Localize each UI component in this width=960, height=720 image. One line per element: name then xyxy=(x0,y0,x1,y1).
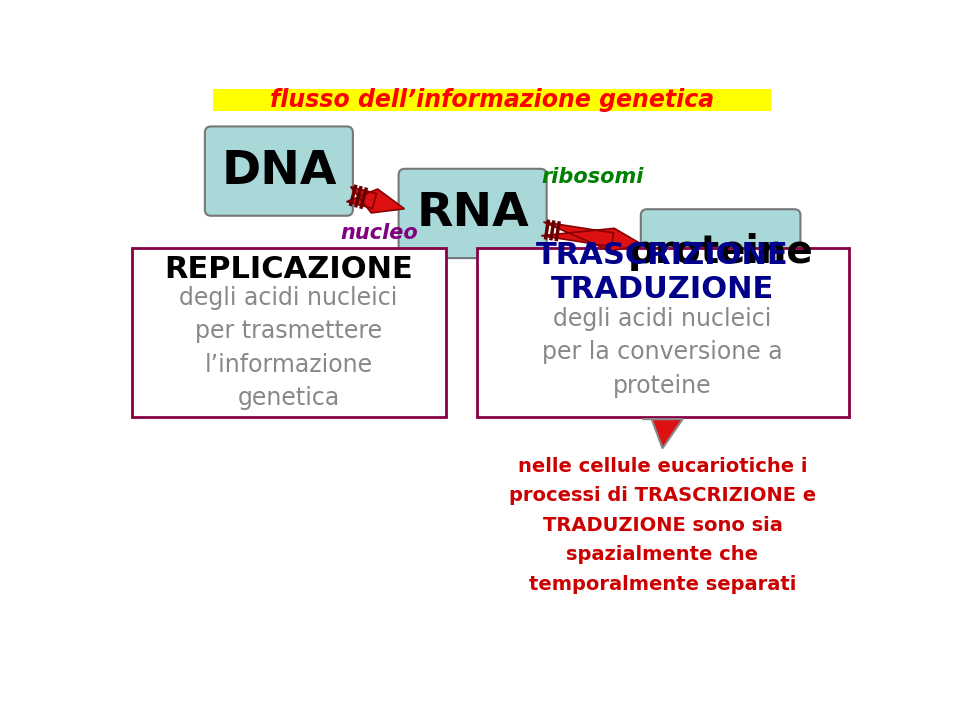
Polygon shape xyxy=(347,186,404,213)
FancyBboxPatch shape xyxy=(204,127,353,216)
FancyBboxPatch shape xyxy=(476,248,849,418)
Text: TRASCRIZIONE
TRADUZIONE: TRASCRIZIONE TRADUZIONE xyxy=(537,241,789,304)
FancyBboxPatch shape xyxy=(213,89,771,111)
Text: proteine: proteine xyxy=(628,233,813,271)
Text: nucleo: nucleo xyxy=(341,222,419,243)
Text: degli acidi nucleici
per la conversione a
proteine: degli acidi nucleici per la conversione … xyxy=(542,307,782,397)
Text: ribosomi: ribosomi xyxy=(541,167,644,187)
Text: degli acidi nucleici
per trasmettere
l’informazione
genetica: degli acidi nucleici per trasmettere l’i… xyxy=(180,286,397,410)
Text: DNA: DNA xyxy=(221,148,337,194)
Polygon shape xyxy=(642,419,683,449)
Text: RNA: RNA xyxy=(417,191,529,236)
Polygon shape xyxy=(541,222,641,251)
Text: REPLICAZIONE: REPLICAZIONE xyxy=(164,255,413,284)
Text: nelle cellule eucariotiche i
processi di TRASCRIZIONE e
TRADUZIONE sono sia
spaz: nelle cellule eucariotiche i processi di… xyxy=(509,456,816,594)
FancyBboxPatch shape xyxy=(132,248,445,418)
FancyBboxPatch shape xyxy=(398,168,546,258)
Text: flusso dell’informazione genetica: flusso dell’informazione genetica xyxy=(270,89,714,112)
FancyBboxPatch shape xyxy=(641,210,801,294)
